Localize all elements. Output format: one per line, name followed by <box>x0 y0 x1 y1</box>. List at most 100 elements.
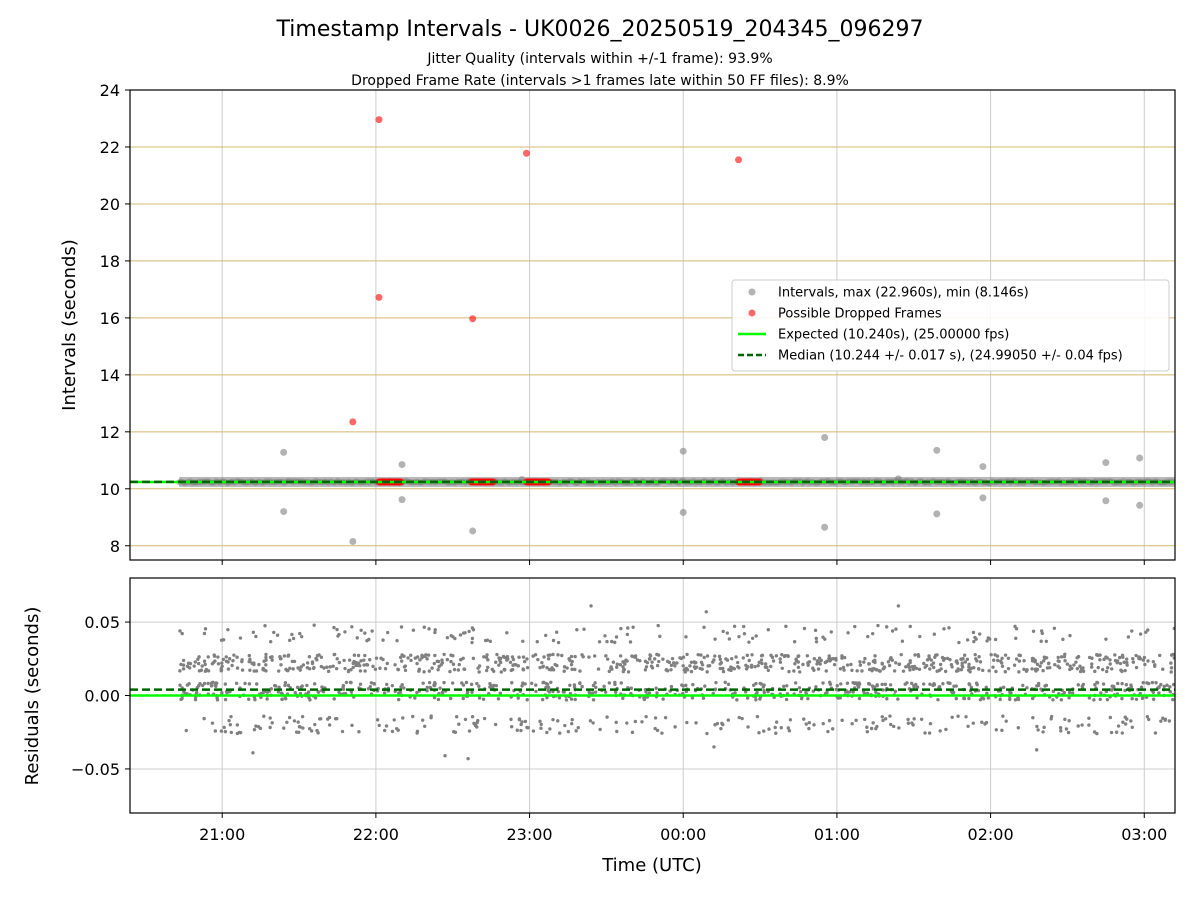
residual-point <box>300 714 305 719</box>
residual-point <box>296 720 300 724</box>
residual-point <box>766 628 770 632</box>
residual-point <box>467 629 471 634</box>
residual-point <box>792 640 797 644</box>
residual-point <box>178 683 182 687</box>
residual-point <box>655 652 659 657</box>
residual-point <box>618 654 623 658</box>
residual-point <box>501 654 506 659</box>
residual-point <box>240 668 245 672</box>
residual-point <box>1104 655 1108 659</box>
residual-point <box>363 653 367 658</box>
residual-point <box>306 690 311 694</box>
residual-point <box>252 669 256 673</box>
residual-point <box>252 662 256 667</box>
residual-point <box>354 660 358 665</box>
residual-point <box>538 719 542 723</box>
residual-point <box>984 720 989 725</box>
residual-point <box>794 657 799 662</box>
residual-point <box>834 656 838 661</box>
residual-point <box>181 663 186 667</box>
residual-point <box>773 725 777 730</box>
residual-point <box>955 661 960 665</box>
residual-point <box>866 681 871 686</box>
residual-point <box>569 654 574 659</box>
residual-point <box>597 640 602 644</box>
residual-point <box>605 657 610 661</box>
residual-point <box>270 721 274 725</box>
residual-point <box>299 685 303 689</box>
residual-point <box>295 685 300 690</box>
residual-point <box>914 666 919 671</box>
residual-point <box>644 714 648 719</box>
residual-point <box>703 684 707 688</box>
residual-point <box>1062 690 1067 695</box>
residual-point <box>417 669 421 673</box>
residual-point <box>254 724 258 728</box>
residual-point <box>962 653 967 657</box>
residual-point <box>403 664 408 668</box>
residual-point <box>694 665 699 669</box>
interval-point <box>933 446 941 454</box>
residual-point <box>615 729 619 734</box>
residual-point <box>755 714 760 719</box>
residual-point <box>255 682 259 686</box>
residual-point <box>269 687 274 691</box>
residual-point <box>894 627 898 631</box>
residual-point <box>305 666 310 670</box>
residual-point <box>732 667 737 671</box>
residual-point <box>760 661 764 666</box>
interval-point <box>979 494 987 502</box>
residual-point <box>558 731 562 735</box>
residual-point <box>984 685 988 690</box>
residual-point <box>994 728 998 732</box>
residual-point <box>633 655 638 659</box>
residual-point <box>754 698 758 702</box>
residual-point <box>1022 659 1026 663</box>
residual-point <box>305 683 309 688</box>
residual-point <box>927 656 931 660</box>
x-tick-label: 02:00 <box>968 825 1014 844</box>
residual-point <box>272 630 276 635</box>
residual-point <box>486 665 490 670</box>
residual-point <box>332 625 336 630</box>
residual-point <box>497 656 501 660</box>
residual-point <box>381 657 385 662</box>
residual-point <box>1076 683 1081 687</box>
dropped-frame-point <box>469 315 477 323</box>
residual-point <box>1120 681 1124 686</box>
residual-point <box>840 654 844 658</box>
bottom-y-tick-label: 0.00 <box>84 687 120 706</box>
residual-point <box>712 745 716 749</box>
residual-point <box>264 663 268 667</box>
residual-point <box>315 728 319 733</box>
residual-point <box>901 669 906 673</box>
residual-point <box>476 666 480 670</box>
residual-point <box>1068 633 1072 638</box>
residual-point <box>889 722 893 727</box>
residual-point <box>398 655 403 660</box>
residual-point <box>1046 661 1051 666</box>
residual-point <box>299 665 303 669</box>
residual-point <box>1130 725 1135 730</box>
residual-point <box>193 697 198 702</box>
residual-point <box>762 688 766 693</box>
residual-point <box>352 653 357 657</box>
residual-point <box>340 729 345 734</box>
residual-point <box>1000 664 1005 669</box>
residual-point <box>223 697 228 702</box>
residual-point <box>1067 690 1072 695</box>
residual-point <box>433 628 437 632</box>
residual-point <box>862 717 867 722</box>
residual-point <box>699 653 703 657</box>
residual-point <box>807 720 812 725</box>
residual-point <box>180 631 184 636</box>
residual-point <box>943 669 948 674</box>
residual-point <box>544 685 548 690</box>
legend: Intervals, max (22.960s), min (8.146s) Po… <box>731 279 1170 372</box>
residual-point <box>1169 661 1173 665</box>
residual-point <box>454 715 459 719</box>
residual-point <box>497 663 501 667</box>
residual-point <box>1142 655 1147 660</box>
residual-point <box>544 633 548 638</box>
residual-point <box>565 666 569 670</box>
